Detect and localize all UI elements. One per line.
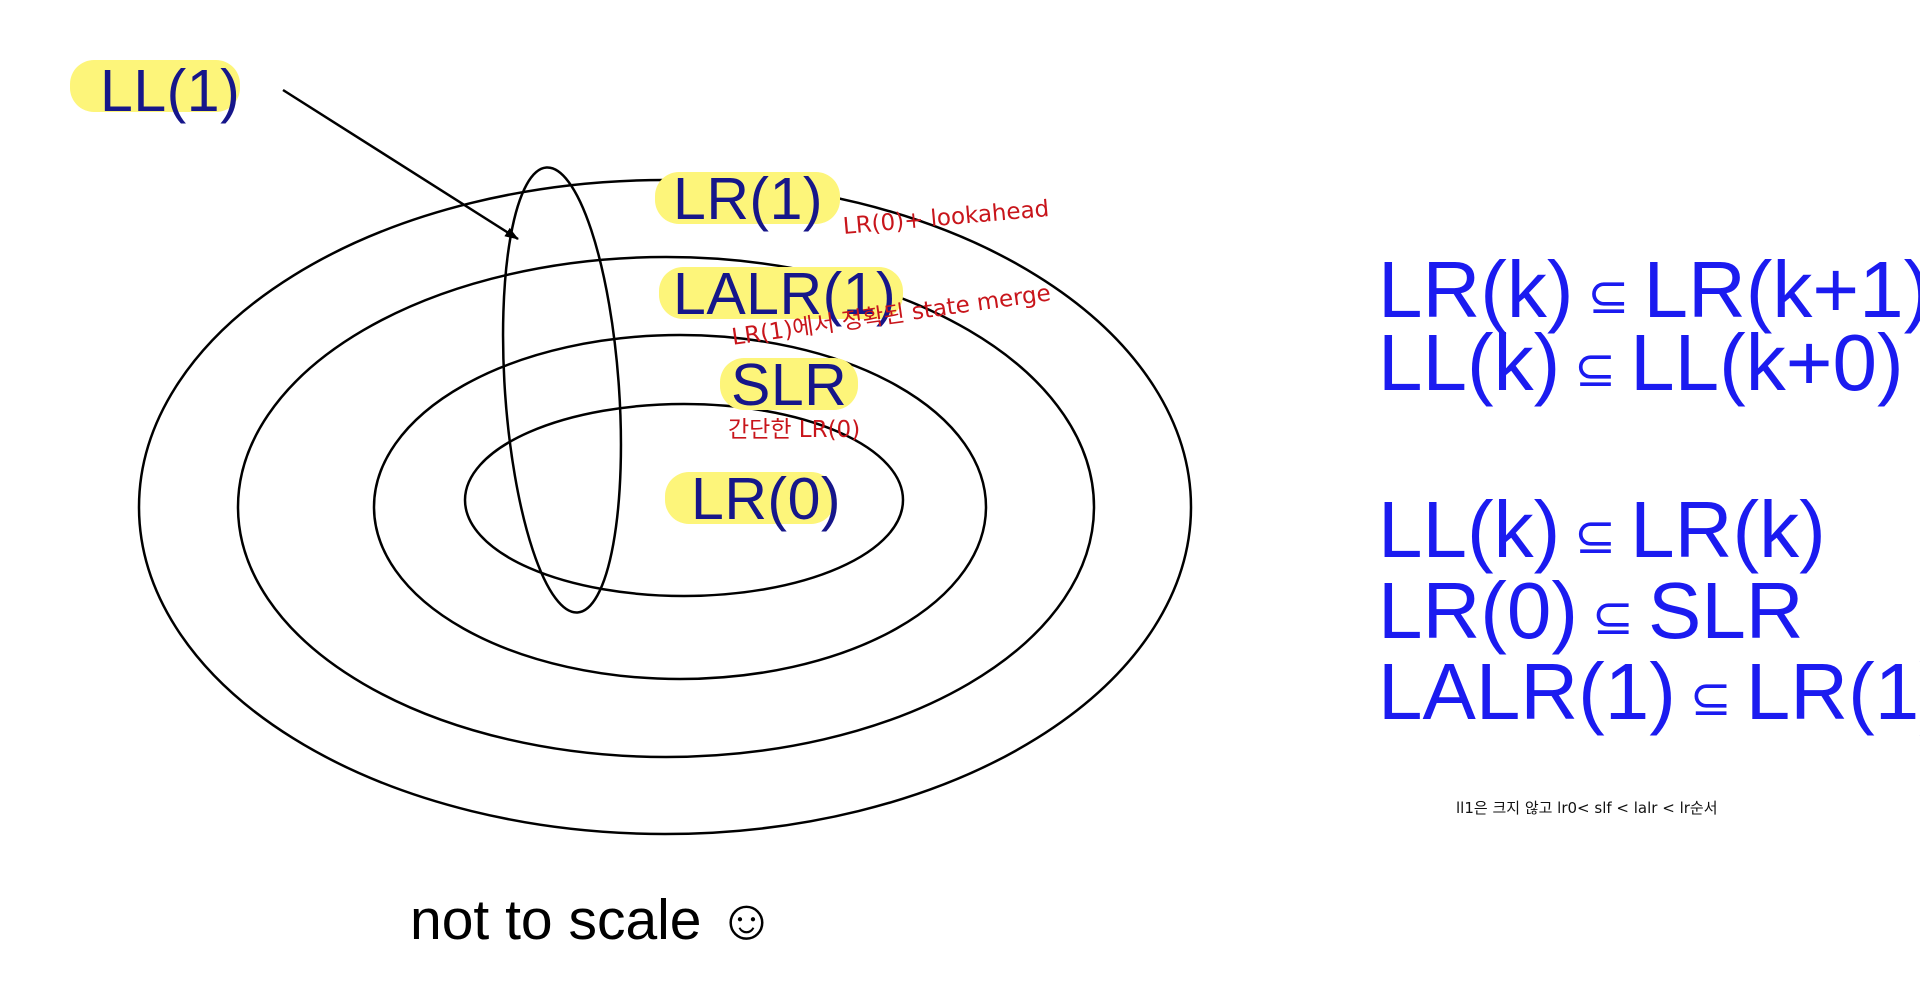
relation-row: LR(0) ⊆ SLR bbox=[1378, 571, 1804, 651]
lr0-set-ellipse bbox=[463, 402, 905, 598]
lalr1-label: LALR(1) bbox=[673, 261, 897, 327]
subset-symbol: ⊆ bbox=[1574, 508, 1617, 564]
relation-left: LALR(1) bbox=[1378, 647, 1676, 736]
lalr1-set-ellipse bbox=[236, 255, 1096, 759]
relation-left: LL(k) bbox=[1378, 485, 1561, 574]
lr1-label-highlight bbox=[655, 172, 840, 224]
slr-label-highlight bbox=[720, 358, 858, 410]
lr0-label: LR(0) bbox=[691, 466, 842, 532]
slr-set-ellipse bbox=[372, 333, 988, 681]
relation-row: LALR(1)⊆LR(1) bbox=[1378, 652, 1920, 732]
ll1-set-ellipse bbox=[501, 166, 623, 614]
relation-left: LL(k) bbox=[1378, 318, 1561, 407]
lr1-label: LR(1) bbox=[673, 166, 824, 232]
ll1-label-highlight bbox=[70, 60, 240, 112]
lalr1-label-highlight bbox=[659, 267, 903, 319]
relation-row: LR(k) ⊆ LR(k+1) bbox=[1378, 250, 1920, 330]
ll1-pointer-arrow bbox=[282, 88, 519, 241]
relation-row: LL(k) ⊆ LR(k) bbox=[1378, 490, 1826, 570]
relation-row: LL(k) ⊆ LL(k+0) bbox=[1378, 323, 1904, 403]
relation-right: LR(1) bbox=[1745, 647, 1920, 736]
subset-symbol: ⊆ bbox=[1574, 341, 1617, 397]
slr-handwritten-note: 간단한 LR(0) bbox=[728, 417, 861, 443]
relation-right: LL(k+0) bbox=[1630, 318, 1904, 407]
lr0-label-highlight bbox=[665, 472, 835, 524]
relation-left: LR(k) bbox=[1378, 245, 1574, 334]
subset-symbol: ⊆ bbox=[1592, 589, 1634, 645]
relation-left: LR(0) bbox=[1378, 566, 1579, 655]
caption-text: not to scale ☺ bbox=[410, 888, 776, 952]
subset-symbol: ⊆ bbox=[1689, 670, 1732, 726]
relation-right: LR(k+1) bbox=[1643, 245, 1920, 334]
relation-right: LR(k) bbox=[1630, 485, 1826, 574]
subset-symbol: ⊆ bbox=[1587, 268, 1630, 324]
relation-right: SLR bbox=[1647, 566, 1804, 655]
footnote-text: ll1은 크지 않고 lr0< slf < lalr < lr순서 bbox=[1456, 799, 1718, 817]
slr-label: SLR bbox=[731, 352, 848, 418]
ll1-label: LL(1) bbox=[100, 58, 241, 124]
